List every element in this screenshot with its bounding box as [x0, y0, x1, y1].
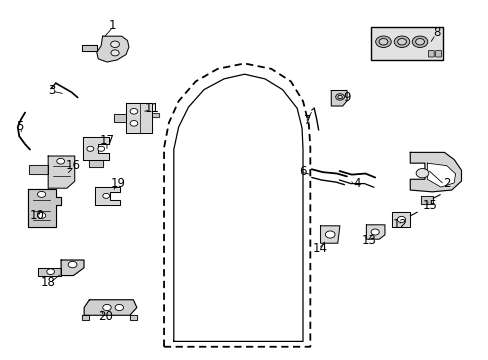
Text: 7: 7 [304, 114, 311, 127]
Polygon shape [82, 315, 89, 320]
Circle shape [102, 193, 109, 198]
FancyBboxPatch shape [435, 50, 441, 57]
Circle shape [115, 305, 123, 311]
Circle shape [57, 158, 64, 164]
Circle shape [397, 39, 406, 45]
Circle shape [38, 212, 45, 219]
Circle shape [393, 36, 409, 48]
Text: 14: 14 [312, 242, 327, 255]
Text: 13: 13 [361, 234, 375, 247]
Text: 12: 12 [392, 218, 407, 231]
Text: 20: 20 [98, 310, 113, 323]
Text: 9: 9 [343, 91, 350, 104]
Circle shape [130, 108, 138, 114]
Circle shape [397, 216, 405, 222]
Polygon shape [61, 260, 84, 275]
Circle shape [335, 94, 344, 100]
Circle shape [111, 50, 119, 56]
Polygon shape [82, 45, 97, 51]
Circle shape [375, 36, 390, 48]
Text: 18: 18 [41, 276, 56, 289]
Circle shape [102, 305, 111, 311]
Polygon shape [97, 36, 129, 62]
Polygon shape [129, 315, 137, 320]
Circle shape [68, 261, 77, 268]
Text: 4: 4 [352, 177, 360, 190]
Circle shape [337, 95, 342, 99]
Text: 1: 1 [109, 19, 116, 32]
Polygon shape [114, 114, 126, 122]
Circle shape [325, 231, 334, 238]
Polygon shape [29, 165, 48, 174]
FancyBboxPatch shape [370, 27, 443, 59]
Text: 16: 16 [65, 159, 80, 172]
Circle shape [415, 168, 428, 178]
Polygon shape [89, 160, 102, 167]
Polygon shape [427, 163, 455, 187]
Polygon shape [126, 103, 152, 134]
Text: 15: 15 [422, 199, 436, 212]
Polygon shape [152, 113, 159, 117]
Polygon shape [48, 156, 75, 188]
Polygon shape [38, 268, 61, 275]
Polygon shape [391, 212, 409, 226]
Text: 3: 3 [48, 84, 56, 97]
Circle shape [130, 121, 138, 126]
Circle shape [411, 36, 427, 48]
Polygon shape [95, 187, 120, 205]
Circle shape [47, 269, 54, 275]
Text: 19: 19 [110, 177, 125, 190]
Polygon shape [366, 225, 384, 239]
Circle shape [38, 192, 45, 197]
Text: 10: 10 [30, 210, 44, 222]
Polygon shape [82, 137, 109, 160]
Polygon shape [409, 152, 461, 192]
Polygon shape [28, 189, 61, 227]
Text: 5: 5 [17, 120, 24, 133]
Polygon shape [420, 196, 432, 204]
Polygon shape [84, 300, 137, 315]
Text: 6: 6 [299, 165, 306, 177]
Text: 11: 11 [144, 102, 159, 115]
Circle shape [370, 229, 379, 235]
FancyBboxPatch shape [427, 50, 433, 57]
Text: 2: 2 [442, 177, 449, 190]
Text: 8: 8 [432, 27, 440, 40]
Circle shape [378, 39, 387, 45]
Circle shape [415, 39, 424, 45]
Text: 17: 17 [99, 134, 114, 147]
Polygon shape [320, 226, 339, 243]
Polygon shape [330, 90, 346, 106]
Circle shape [98, 146, 104, 151]
Circle shape [110, 41, 119, 48]
Circle shape [87, 146, 94, 151]
